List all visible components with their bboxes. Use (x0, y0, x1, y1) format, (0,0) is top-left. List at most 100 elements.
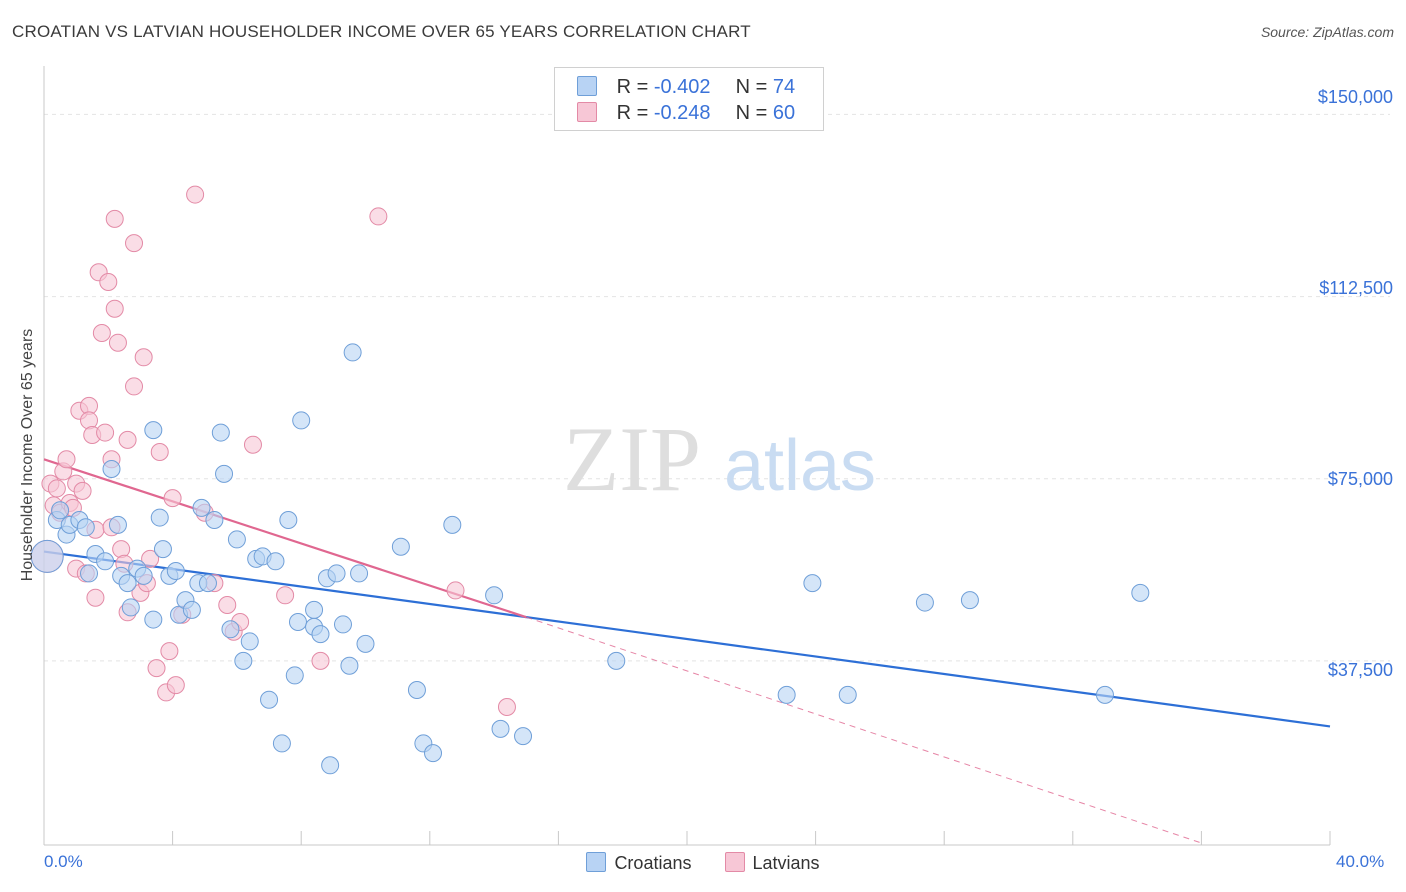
croatians-point (424, 744, 443, 763)
croatians-n-value: 74 (772, 76, 796, 98)
latvians-swatch (577, 102, 597, 122)
croatians-point (108, 515, 127, 534)
latvians-point (446, 581, 465, 600)
x-tick-label-max: 40.0% (1336, 852, 1385, 871)
croatians-point (915, 593, 934, 612)
croatians-r-label: R = (616, 76, 649, 98)
croatians-point (607, 651, 626, 670)
croatians-point (350, 564, 369, 583)
croatians-point (407, 681, 426, 699)
croatians-point (327, 564, 346, 583)
croatians-point (343, 343, 362, 362)
croatians-point (76, 518, 95, 537)
latvians-point (73, 481, 92, 500)
croatians-point (134, 566, 153, 585)
croatians-point (205, 511, 224, 529)
croatians-point (166, 562, 185, 580)
latvians-point (150, 443, 169, 461)
y-tick-label-75000: $75,000 (1327, 469, 1393, 489)
latvians-point (369, 207, 388, 226)
latvians-point (86, 588, 105, 607)
latvians-point (57, 450, 76, 469)
croatians-point (272, 734, 291, 753)
croatians-point (340, 656, 359, 675)
croatians-point (153, 540, 172, 559)
croatians-point (443, 515, 462, 534)
croatians-point (211, 423, 230, 442)
legend-row-latvians: R = -0.248 N = 60 (577, 102, 795, 126)
latvians-point (160, 642, 179, 661)
latvians-point (163, 489, 182, 508)
croatians-point (960, 591, 979, 610)
latvians-point (80, 411, 99, 430)
croatians-point (30, 539, 64, 573)
croatians-point (514, 727, 533, 746)
croatians-point (803, 574, 822, 593)
croatians-point (333, 615, 352, 634)
latvians-point (134, 348, 153, 367)
latvians-r-value: -0.248 (653, 102, 711, 124)
y-axis-label: Householder Income Over 65 years (19, 328, 36, 582)
croatians-point (485, 586, 504, 605)
croatians-point (1095, 685, 1114, 704)
latvians-point (311, 651, 330, 670)
latvians-point (105, 209, 124, 228)
latvians-point (99, 273, 118, 291)
croatians-point (215, 464, 234, 483)
croatians-point (121, 598, 140, 617)
latvians-legend-label: Latvians (752, 853, 820, 873)
croatians-point (144, 421, 163, 440)
latvians-n-label: N = (735, 102, 768, 124)
croatians-point (51, 501, 70, 520)
croatians-point (80, 564, 99, 583)
latvians-point (112, 540, 131, 559)
watermark-atlas: atlas (724, 426, 876, 506)
x-tick-label-min: 0.0% (44, 852, 83, 871)
croatians-point (321, 756, 340, 775)
latvians-point (92, 324, 111, 342)
y-tick-label-37500: $37,500 (1327, 660, 1393, 680)
croatians-point (838, 685, 857, 704)
croatians-point (279, 511, 298, 529)
trend-lines (43, 458, 1331, 844)
croatians-point (260, 690, 279, 709)
croatians-point (150, 508, 169, 527)
legend-row-croatians: R = -0.402 N = 74 (577, 76, 795, 100)
croatians-legend-swatch (586, 852, 607, 872)
source-label: Source: ZipAtlas.com (1260, 24, 1394, 40)
latvians-point (497, 698, 516, 716)
legend-item-croatians[interactable]: Croatians (586, 852, 691, 874)
legend-item-latvians[interactable]: Latvians (724, 852, 820, 874)
trend-line-latvians-extension (526, 616, 1202, 844)
series-legend: Croatians Latvians (0, 852, 1406, 874)
series-croatians (30, 343, 1150, 775)
trend-line-croatians (43, 550, 1331, 728)
latvians-point (141, 549, 160, 568)
latvians-point (218, 596, 237, 614)
croatians-point (1131, 583, 1150, 602)
latvians-point (186, 185, 205, 204)
watermark-zip: ZIP (563, 408, 701, 510)
croatians-point (288, 613, 307, 631)
trend-line-latvians (43, 458, 527, 619)
croatians-point (182, 600, 201, 619)
croatians-point (285, 666, 304, 685)
latvians-point (243, 435, 262, 454)
latvians-point (125, 234, 144, 253)
y-tick-label-150000: $150,000 (1317, 87, 1393, 107)
latvians-point (147, 659, 166, 678)
latvians-legend-swatch (724, 852, 745, 872)
croatians-point (118, 574, 137, 593)
croatians-point (102, 460, 121, 478)
croatians-point (144, 610, 163, 629)
grid-lines (44, 113, 1390, 662)
latvians-point (125, 377, 144, 396)
correlation-legend: R = -0.402 N = 74 R = -0.248 N = 60 (554, 67, 824, 131)
croatians-point (227, 530, 246, 549)
croatians-point (491, 719, 510, 738)
croatians-point (292, 411, 311, 430)
croatians-point (777, 685, 796, 704)
latvians-point (47, 479, 66, 498)
croatians-point (96, 552, 115, 571)
croatians-r-value: -0.402 (653, 76, 711, 98)
